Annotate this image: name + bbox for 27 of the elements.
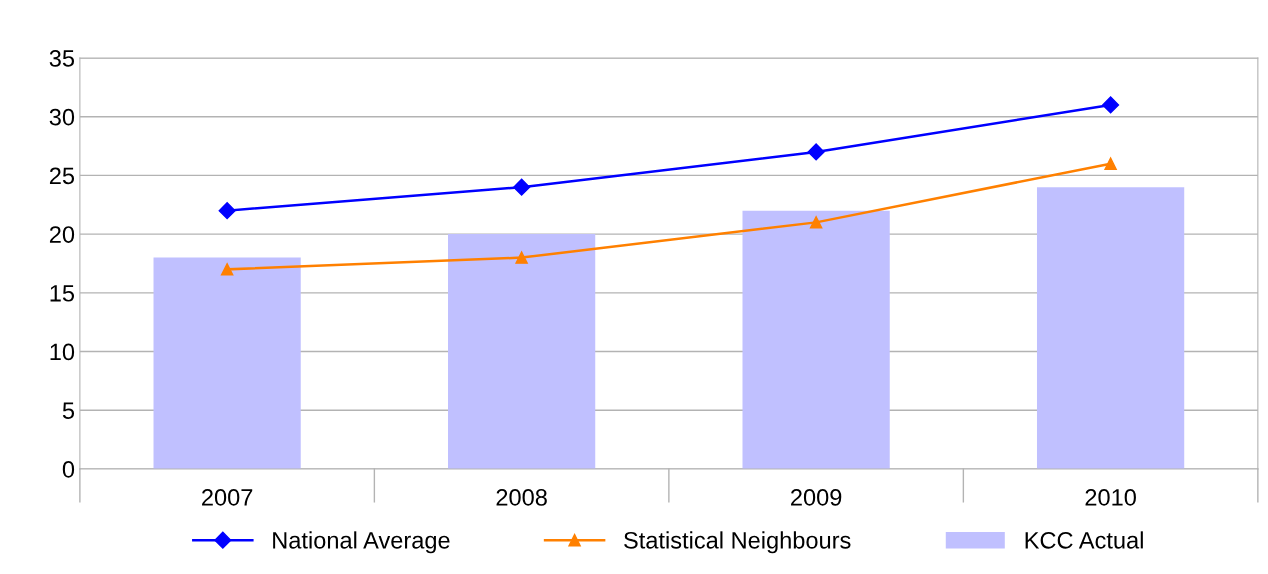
y-tick-label: 20 [49,226,75,243]
bar [1036,187,1185,469]
x-tick-label: 2008 [496,489,547,506]
bar [153,257,301,469]
y-tick-label: 5 [62,402,75,420]
bar [742,210,890,469]
point [809,216,823,229]
y-tick-label: 35 [49,50,75,67]
point [513,178,531,196]
legend-label: National Average [273,531,450,554]
legend-label: KCC Actual [1025,531,1143,549]
point [1104,157,1117,170]
x-tick-label: 2007 [202,489,253,506]
point [515,251,528,264]
y-tick-label: 15 [50,285,75,302]
x-tick-label: 2009 [791,489,842,506]
bar [448,234,596,469]
point [807,143,825,161]
x-tick-label: 2010 [1085,489,1136,506]
point [1102,96,1120,114]
y-tick-label: 10 [50,343,75,361]
point [218,202,236,220]
y-tick-label: 0 [62,461,75,478]
legend-label: Statistical Neighbours [624,531,851,554]
y-tick-label: 30 [49,108,75,126]
point [220,263,234,276]
y-tick-label: 25 [49,167,75,185]
